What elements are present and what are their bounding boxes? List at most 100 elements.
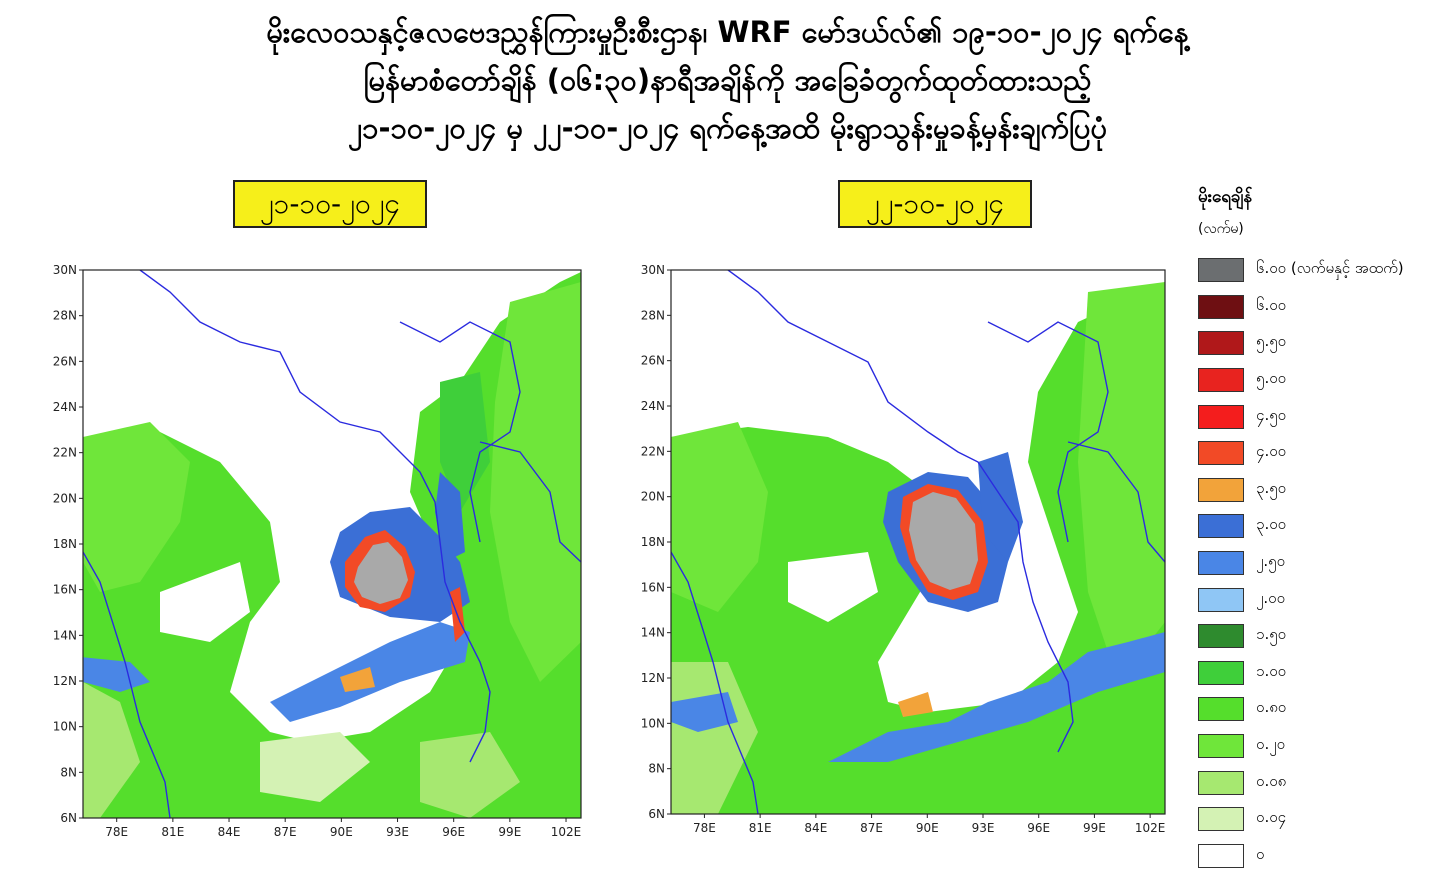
lon-tick-label: 102E [1135,821,1166,835]
legend-item: ၆.၀၀ [1198,289,1448,326]
rainfall-map-day1: 30N 28N 26N 24N 22N 20N 18N 16N 14N 12N 10N 8N 6N 78… [40,262,592,844]
legend-swatch [1198,770,1244,795]
map-canvas-day2: 30N 28N 26N 24N 22N 20N 18N 16N 14N 12N 10N 8N 6N 78… [641,263,1166,835]
legend-swatch [1198,551,1244,576]
legend-label: ၀.၂၀ [1256,735,1286,754]
legend-label: ၀.၈၀ [1256,698,1287,717]
lat-axis-day2: 30N 28N 26N 24N 22N 20N 18N 16N 14N 12N 10N 8N 6N [641,263,671,821]
legend-item: ၀.၈၀ [1198,691,1448,728]
lon-tick-label: 93E [972,821,995,835]
legend-label: ၄.၀၀ [1256,442,1287,461]
legend-label: ၆.၀၀ (လက်မနှင့် အထက်) [1256,259,1404,278]
lat-tick-label: 6N [60,811,77,825]
lat-tick-label: 14N [53,628,77,642]
coastline-day2 [671,270,1165,814]
lon-axis-day1: 78E 81E 84E 87E 90E 93E 96E 99E 102E [105,818,581,839]
coastline-day1 [83,270,581,818]
legend-swatch [1198,404,1244,429]
lon-tick-label: 99E [1083,821,1106,835]
lon-tick-label: 81E [749,821,772,835]
lon-tick-label: 90E [916,821,939,835]
lon-tick-label: 93E [386,825,409,839]
lon-tick-label: 96E [442,825,465,839]
legend-label: ၆.၀၀ [1256,295,1287,314]
legend-item: ၀.၀၈ [1198,764,1448,801]
lat-tick-label: 22N [641,444,665,458]
lat-tick-label: 16N [641,580,665,594]
legend-item: ၁.၅၀ [1198,618,1448,655]
lat-tick-label: 30N [641,263,665,277]
lat-tick-label: 18N [641,535,665,549]
legend-item: ၀ [1198,838,1448,874]
legend-swatch [1198,697,1244,722]
legend-label: ၃.၅၀ [1256,478,1287,497]
legend-label: ၂.၅၀ [1256,552,1286,571]
legend-swatch [1198,294,1244,319]
lat-tick-label: 10N [641,716,665,730]
legend-item: ၀.၀၄ [1198,801,1448,838]
legend-swatch [1198,441,1244,466]
map-canvas-day1: 30N 28N 26N 24N 22N 20N 18N 16N 14N 12N 10N 8N 6N 78… [53,263,582,839]
lat-tick-label: 26N [53,354,77,368]
legend-item: ၆.၀၀ (လက်မနှင့် အထက်) [1198,252,1448,289]
date-label-day2: ၂၂-၁၀-၂၀၂၄ [838,180,1032,228]
lon-tick-label: 81E [161,825,184,839]
lon-tick-label: 84E [218,825,241,839]
header-title: မိုးလေဝသနှင့်ဇလဗေဒညွှန်ကြားမှုဦးစီးဌာန၊ … [0,8,1455,152]
legend-swatch [1198,514,1244,539]
legend-label: ၁.၀၀ [1256,661,1287,680]
legend-label: ၅.၅၀ [1256,332,1287,351]
legend-item: ၁.၀၀ [1198,655,1448,692]
lat-axis-day1: 30N 28N 26N 24N 22N 20N 18N 16N 14N 12N 10N 8N 6N [53,263,83,825]
legend-swatch [1198,734,1244,759]
lat-tick-label: 8N [648,762,665,776]
lon-tick-label: 99E [498,825,521,839]
legend-label: ၁.၅၀ [1256,625,1287,644]
lon-tick-label: 102E [551,825,582,839]
lon-axis-day2: 78E 81E 84E 87E 90E 93E 96E 99E 102E [693,814,1165,835]
legend-label: ၅.၀၀ [1256,369,1287,388]
legend-swatch [1198,331,1244,356]
lon-tick-label: 84E [804,821,827,835]
lat-tick-label: 20N [641,490,665,504]
legend-item: ၂.၀၀ [1198,581,1448,618]
legend-items: ၆.၀၀ (လက်မနှင့် အထက်) ၆.၀၀၅.၅၀၅.၀၀၄.၅၀၄.၀… [1198,252,1448,874]
rainfall-legend: မိုးရေချိန် (လက်မ) ၆.၀၀ (လက်မနှင့် အထက်)… [1198,180,1448,874]
legend-item: ၄.၀၀ [1198,435,1448,472]
rainfall-field-day2 [671,282,1165,814]
lat-tick-label: 28N [53,309,77,323]
lat-tick-label: 28N [641,308,665,322]
legend-swatch [1198,624,1244,649]
lat-tick-label: 30N [53,263,77,277]
legend-swatch [1198,587,1244,612]
lon-tick-label: 87E [274,825,297,839]
legend-label: ၃.၀၀ [1256,515,1287,534]
lat-tick-label: 16N [53,583,77,597]
lat-tick-label: 12N [53,674,77,688]
lon-tick-label: 90E [330,825,353,839]
lat-tick-label: 22N [53,446,77,460]
lat-tick-label: 24N [53,400,77,414]
lat-tick-label: 6N [648,807,665,821]
date-label-day1: ၂၁-၁၀-၂၀၂၄ [233,180,427,228]
lat-tick-label: 8N [60,765,77,779]
legend-swatch [1198,660,1244,685]
lon-tick-label: 78E [693,821,716,835]
legend-label: ၄.၅၀ [1256,405,1287,424]
lat-tick-label: 26N [641,354,665,368]
lon-tick-label: 96E [1027,821,1050,835]
legend-label: ၀ [1256,844,1265,863]
legend-label: ၂.၀၀ [1256,588,1286,607]
lat-tick-label: 24N [641,399,665,413]
legend-swatch [1198,807,1244,832]
lat-tick-label: 20N [53,491,77,505]
title-line-2: မြန်မာစံတော်ချိန် (၀၆:၃၀)နာရီအချိန်ကို အ… [363,63,1092,97]
lat-tick-label: 10N [53,720,77,734]
legend-swatch [1198,477,1244,502]
lat-tick-label: 12N [641,671,665,685]
legend-item: ၄.၅၀ [1198,398,1448,435]
rainfall-field-day1 [83,272,581,818]
legend-unit: (လက်မ) [1198,221,1244,237]
legend-swatch [1198,843,1244,868]
title-line-1: မိုးလေဝသနှင့်ဇလဗေဒညွှန်ကြားမှုဦးစီးဌာန၊ … [266,15,1189,49]
